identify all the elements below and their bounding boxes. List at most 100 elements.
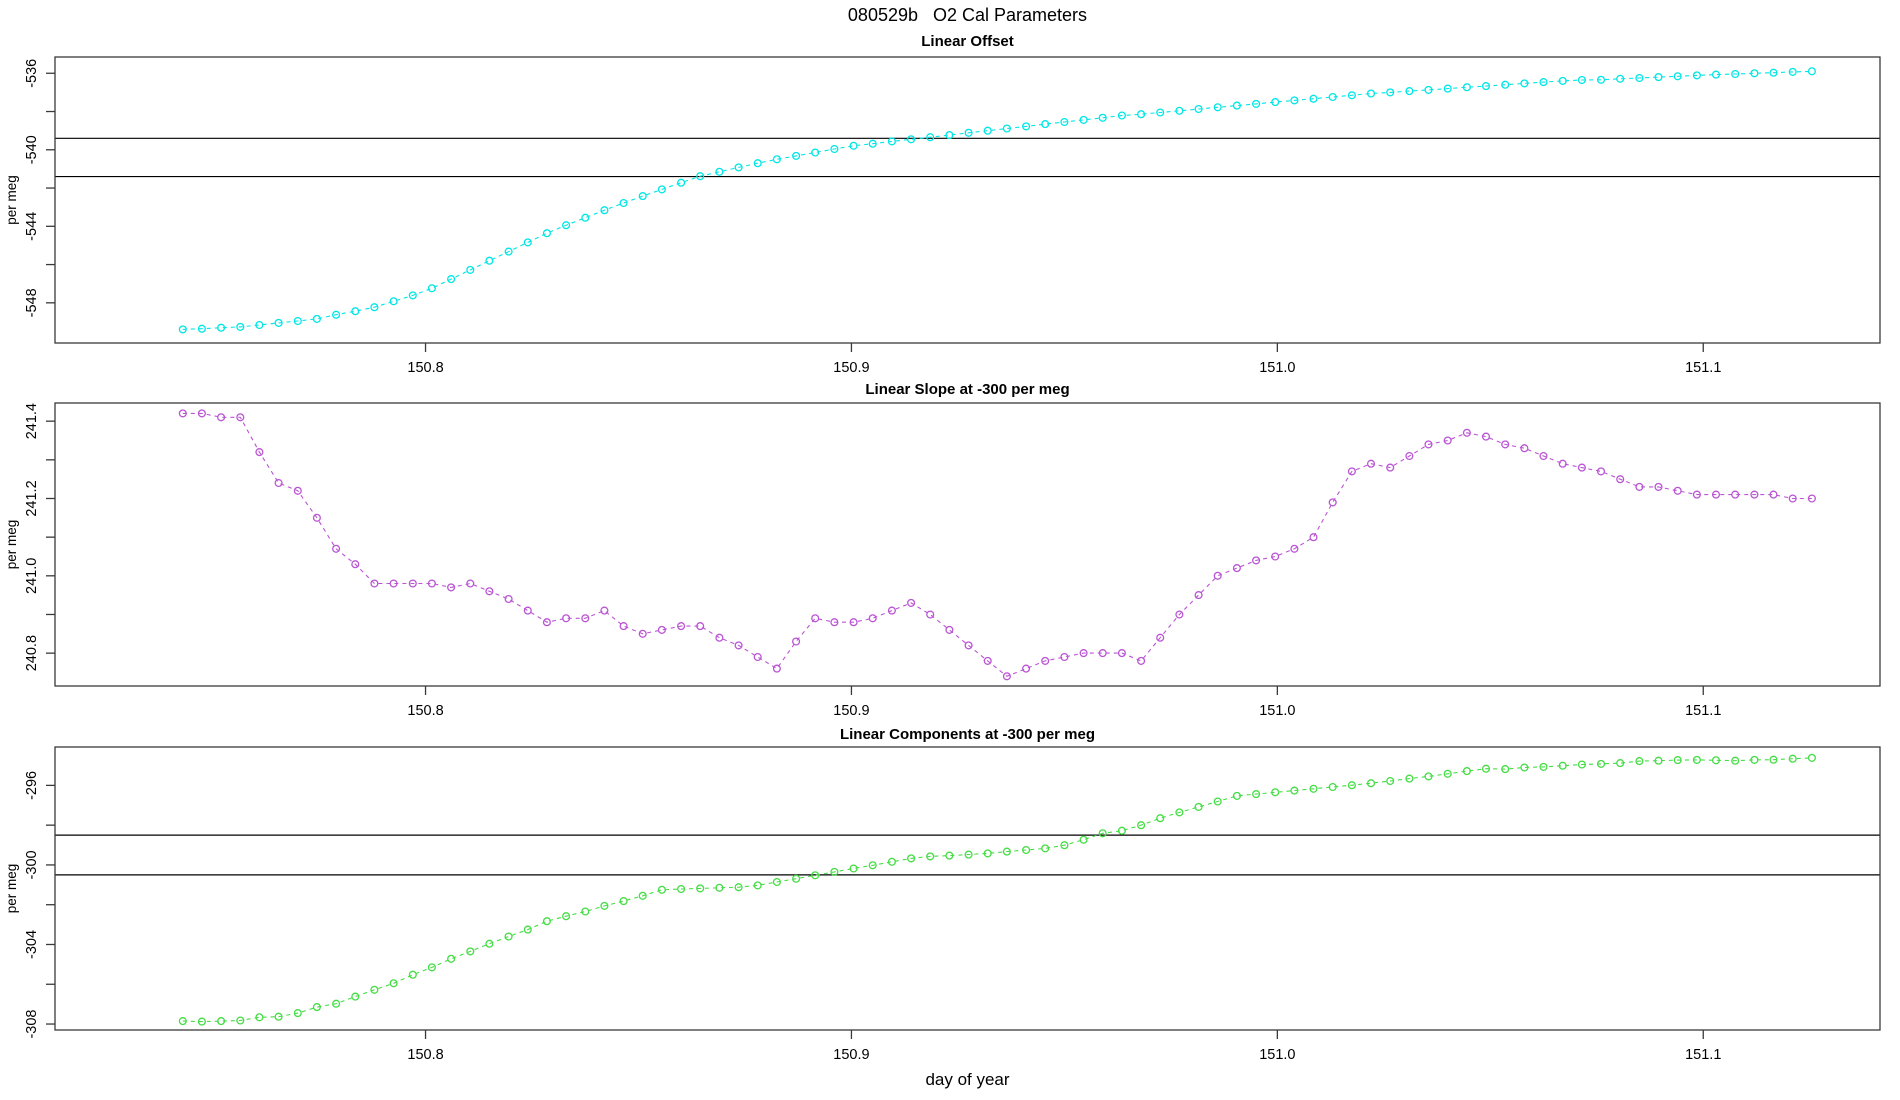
data-point <box>389 979 398 988</box>
data-point <box>1309 784 1318 793</box>
data-point <box>1711 756 1721 765</box>
data-point <box>1405 87 1414 96</box>
data-point <box>1692 755 1701 764</box>
data-point <box>312 513 321 522</box>
panel-border <box>54 402 1881 687</box>
x-tick-label: 150.8 <box>407 703 443 719</box>
data-point <box>1443 84 1452 93</box>
data-point <box>351 307 360 316</box>
data-point <box>1520 444 1529 453</box>
data-point <box>792 874 801 883</box>
data-point <box>1232 564 1241 573</box>
data-point <box>485 587 494 596</box>
panel-border <box>54 746 1881 1031</box>
data-point <box>370 303 379 312</box>
y-tick-label: 241.2 <box>24 480 40 516</box>
data-point <box>178 1017 187 1026</box>
data-point <box>868 614 877 623</box>
data-point <box>907 598 916 607</box>
data-point <box>1328 782 1337 792</box>
data-point <box>427 579 436 588</box>
data-point <box>1271 788 1280 797</box>
data-point <box>868 139 877 148</box>
data-point <box>255 1013 264 1022</box>
y-tick-label: 241.4 <box>24 403 40 439</box>
y-tick-label: -536 <box>24 59 40 88</box>
data-point <box>1520 763 1529 772</box>
data-point <box>657 625 666 634</box>
data-point <box>1558 459 1567 468</box>
data-point <box>581 614 590 623</box>
data-point <box>792 637 801 646</box>
data-point <box>562 912 571 921</box>
data-point <box>1577 75 1586 85</box>
data-point <box>1558 761 1567 770</box>
data-point <box>657 885 666 894</box>
data-point <box>217 323 226 332</box>
x-tick-label: 151.0 <box>1259 703 1295 719</box>
x-axis-title: day of year <box>925 1070 1010 1089</box>
data-point <box>1616 759 1625 768</box>
data-point <box>1175 808 1184 817</box>
data-point <box>907 135 916 144</box>
series-line <box>182 70 1812 330</box>
data-point <box>255 448 264 457</box>
data-point <box>945 625 954 634</box>
data-point <box>351 560 360 569</box>
data-point <box>217 413 226 422</box>
data-point <box>1577 463 1586 472</box>
data-point <box>332 999 341 1008</box>
data-point <box>255 320 264 330</box>
data-point <box>562 221 571 230</box>
data-point <box>1117 111 1126 120</box>
data-point <box>197 324 206 333</box>
data-point <box>600 606 609 615</box>
data-point <box>408 291 417 300</box>
data-point <box>1558 76 1567 85</box>
data-point <box>1194 802 1203 811</box>
data-point <box>887 606 896 615</box>
data-point <box>485 256 494 265</box>
y-tick-label: -540 <box>24 135 40 164</box>
data-point <box>504 594 513 604</box>
data-point <box>1750 490 1759 499</box>
data-point <box>1788 494 1797 503</box>
data-point <box>466 265 475 274</box>
data-point <box>1501 80 1510 89</box>
data-point <box>1596 75 1606 84</box>
data-point <box>293 1009 302 1018</box>
data-point <box>811 148 820 157</box>
data-point <box>217 1017 226 1026</box>
data-point <box>734 883 743 892</box>
data-point <box>677 884 686 894</box>
data-point <box>370 579 379 588</box>
data-point <box>1347 467 1356 476</box>
data-point <box>1271 98 1280 107</box>
data-point <box>485 939 494 948</box>
data-point <box>1462 767 1471 776</box>
data-point <box>236 322 245 331</box>
data-point <box>1252 790 1261 799</box>
data-point <box>1424 85 1433 94</box>
data-point <box>1616 475 1625 484</box>
data-point <box>408 579 417 588</box>
data-point <box>197 409 206 418</box>
data-point <box>523 238 532 247</box>
panel-title-linear-offset: Linear Offset <box>921 33 1014 50</box>
data-point <box>1175 106 1184 115</box>
data-point <box>1041 656 1050 665</box>
data-point <box>1692 71 1701 80</box>
y-axis-title: per meg <box>4 175 19 225</box>
data-point <box>1041 120 1050 129</box>
x-tick-label: 150.9 <box>833 1047 869 1063</box>
x-tick-label: 150.9 <box>833 360 869 376</box>
data-point <box>734 163 743 172</box>
data-point <box>1731 69 1740 79</box>
data-point <box>1769 490 1778 499</box>
data-point <box>600 901 609 910</box>
data-point <box>1137 110 1146 119</box>
data-point <box>293 486 302 495</box>
x-tick-label: 150.8 <box>407 1047 443 1063</box>
data-point <box>1309 533 1318 542</box>
